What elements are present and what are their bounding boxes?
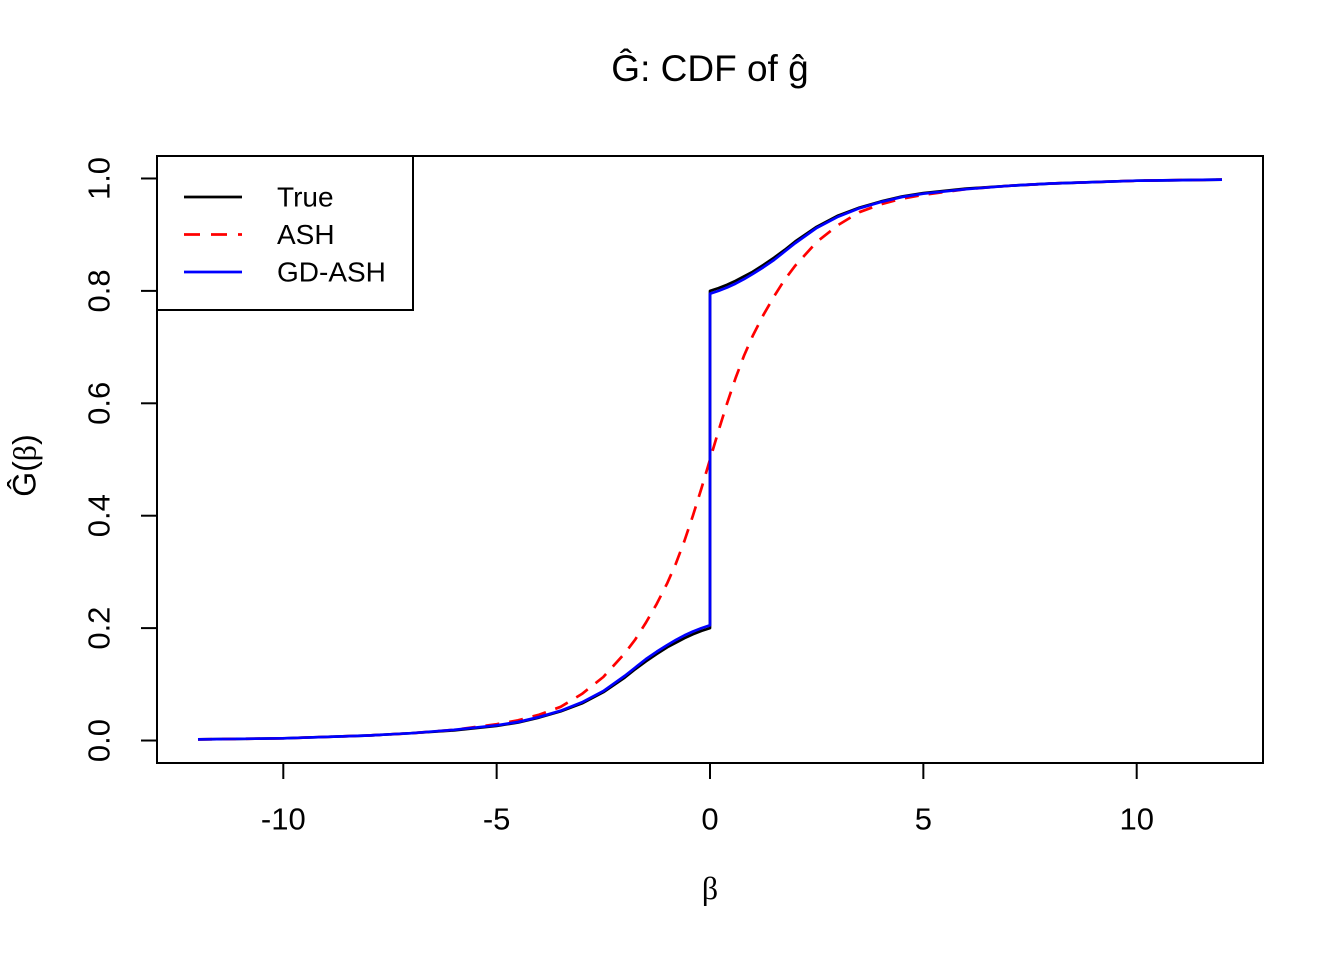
y-axis-tick-label: 0.8	[82, 269, 117, 312]
legend-label: True	[277, 182, 334, 213]
x-axis-tick-label: -10	[261, 802, 306, 837]
beta-glyph: β	[701, 870, 719, 906]
x-axis-tick-label: -5	[483, 802, 511, 837]
y-axis-tick-label: 0.2	[82, 607, 117, 650]
series-line-ash	[197, 178, 1223, 741]
x-axis-tick-label: 0	[701, 802, 718, 837]
legend-label: ASH	[277, 219, 335, 250]
legend-box	[156, 155, 414, 311]
y-axis-tick-label: 1.0	[82, 157, 117, 200]
y-axis-tick-label: 0.4	[82, 494, 117, 537]
series-line-gd-ash	[197, 178, 1223, 741]
chart-title: Ĝ: CDF of ĝ	[611, 48, 809, 89]
x-axis-tick-label: 5	[915, 802, 932, 837]
legend-label: GD-ASH	[277, 257, 386, 288]
y-axis-tick-label: 0.0	[82, 719, 117, 762]
x-axis-label: β	[157, 870, 1263, 907]
x-axis-tick-label: 10	[1119, 802, 1153, 837]
y-axis-tick-label: 0.6	[82, 382, 117, 425]
